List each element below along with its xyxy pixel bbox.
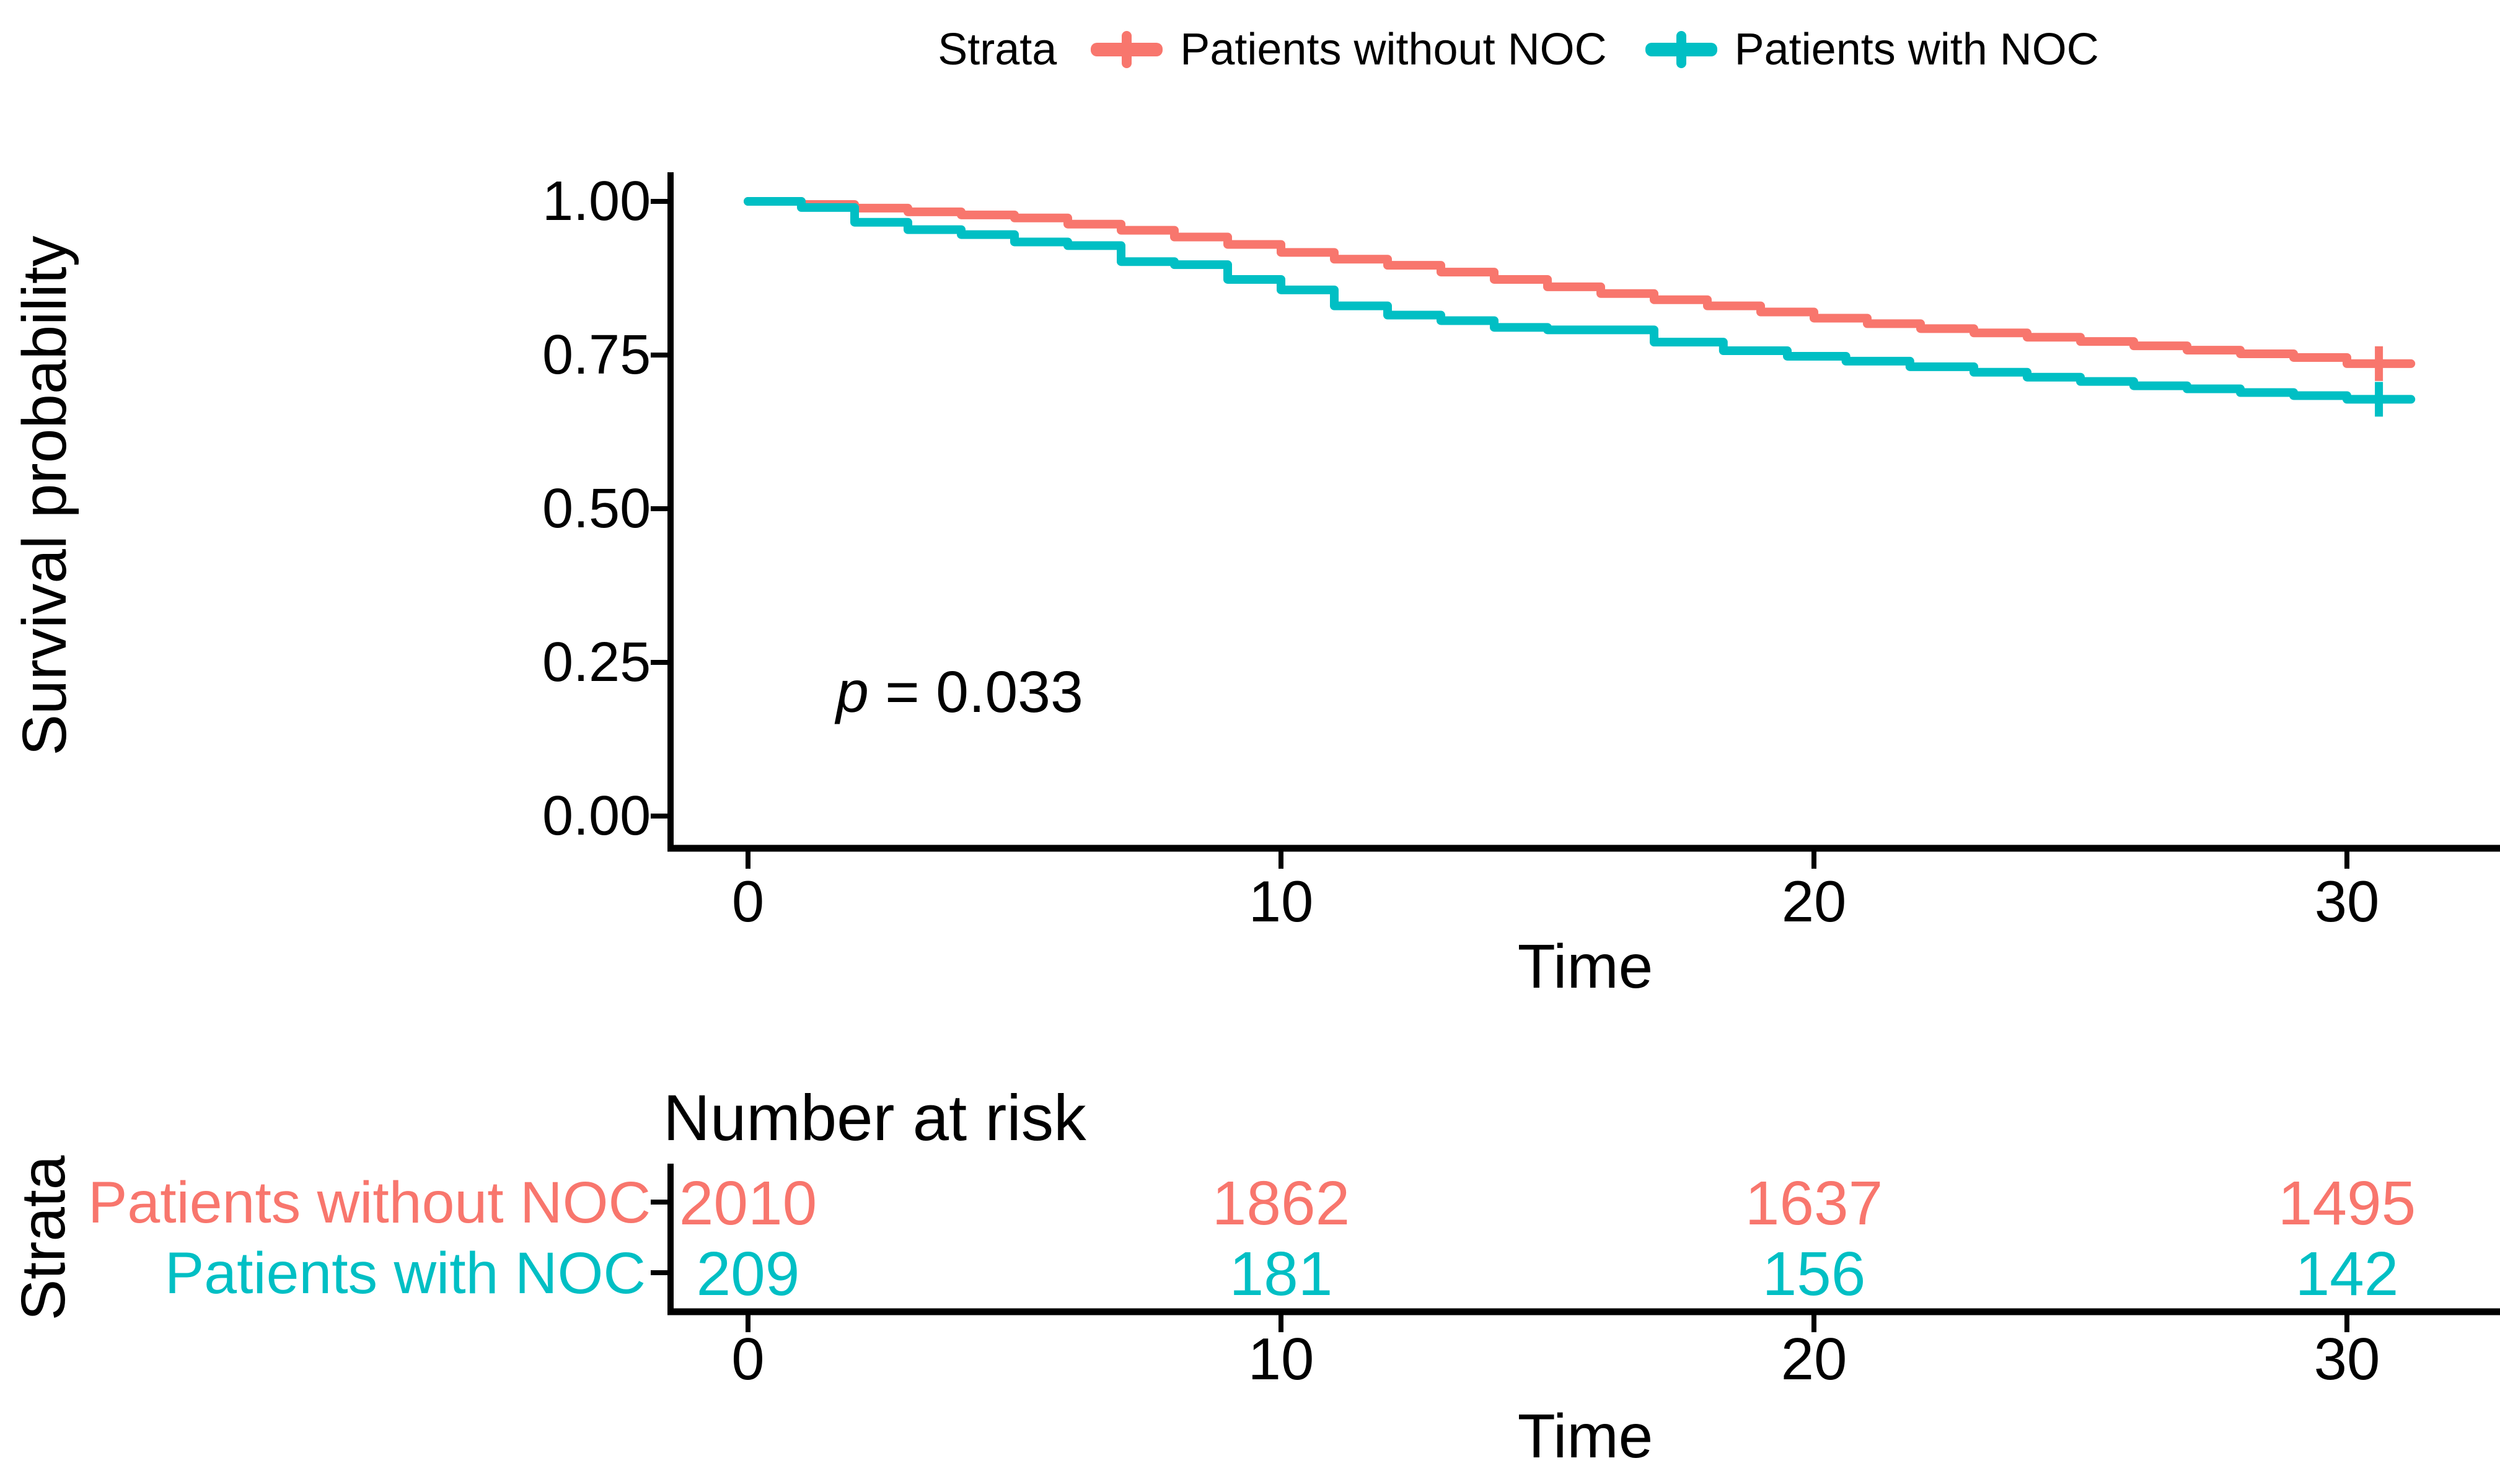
table-x-axis-title: Time — [1517, 1402, 1653, 1471]
legend-label: Patients with NOC — [1734, 25, 2099, 74]
y-tick-label: 1.00 — [542, 170, 651, 232]
legend-label: Patients without NOC — [1180, 25, 1607, 74]
risk-count: 1862 — [1212, 1169, 1350, 1238]
risk-count: 209 — [696, 1239, 800, 1309]
table-x-tick-label: 10 — [1248, 1326, 1314, 1392]
y-tick-label: 0.25 — [542, 631, 651, 693]
x-tick-label: 0 — [731, 869, 765, 934]
risk-count: 1637 — [1745, 1169, 1883, 1238]
table-x-tick-label: 0 — [731, 1326, 765, 1392]
risk-count: 1495 — [2278, 1169, 2416, 1238]
table-x-tick-label: 30 — [2313, 1326, 2380, 1392]
risk-count: 181 — [1229, 1239, 1333, 1309]
survival-curve-1 — [744, 197, 2416, 404]
x-tick-label: 30 — [2314, 869, 2380, 934]
risk-table-title: Number at risk — [663, 1082, 1086, 1154]
risk-count: 142 — [2295, 1239, 2399, 1309]
p-symbol: p — [836, 659, 869, 725]
risk-count: 156 — [1762, 1239, 1866, 1309]
risk-table-axis-title: Strata — [9, 1155, 78, 1321]
x-axis-title: Time — [1517, 932, 1653, 1001]
risk-count: 2010 — [679, 1169, 817, 1238]
y-tick-label: 0.00 — [542, 785, 651, 847]
legend-item-with-noc: Patients with NOC — [1645, 25, 2099, 74]
legend-item-without-noc: Patients without NOC — [1091, 25, 1607, 74]
y-axis-title: Survival probability — [10, 235, 79, 756]
y-tick-label: 0.50 — [542, 478, 651, 540]
risk-row-label-without-noc: Patients without NOC — [88, 1170, 651, 1236]
censor-plus-icon — [1091, 25, 1163, 74]
legend: Strata Patients without NOC Patients wit… — [595, 17, 2442, 82]
y-tick-label: 0.75 — [542, 324, 651, 386]
table-x-tick-label: 20 — [1780, 1326, 1847, 1392]
censor-plus-icon — [1645, 25, 1717, 74]
x-tick-label: 10 — [1248, 869, 1314, 934]
x-tick-label: 20 — [1781, 869, 1847, 934]
legend-title: Strata — [938, 25, 1057, 74]
survival-curve-0 — [744, 197, 2416, 368]
p-value-text: = 0.033 — [868, 659, 1083, 725]
risk-row-label-with-noc: Patients with NOC — [164, 1240, 646, 1306]
p-value-annotation: p = 0.033 — [836, 663, 1083, 722]
